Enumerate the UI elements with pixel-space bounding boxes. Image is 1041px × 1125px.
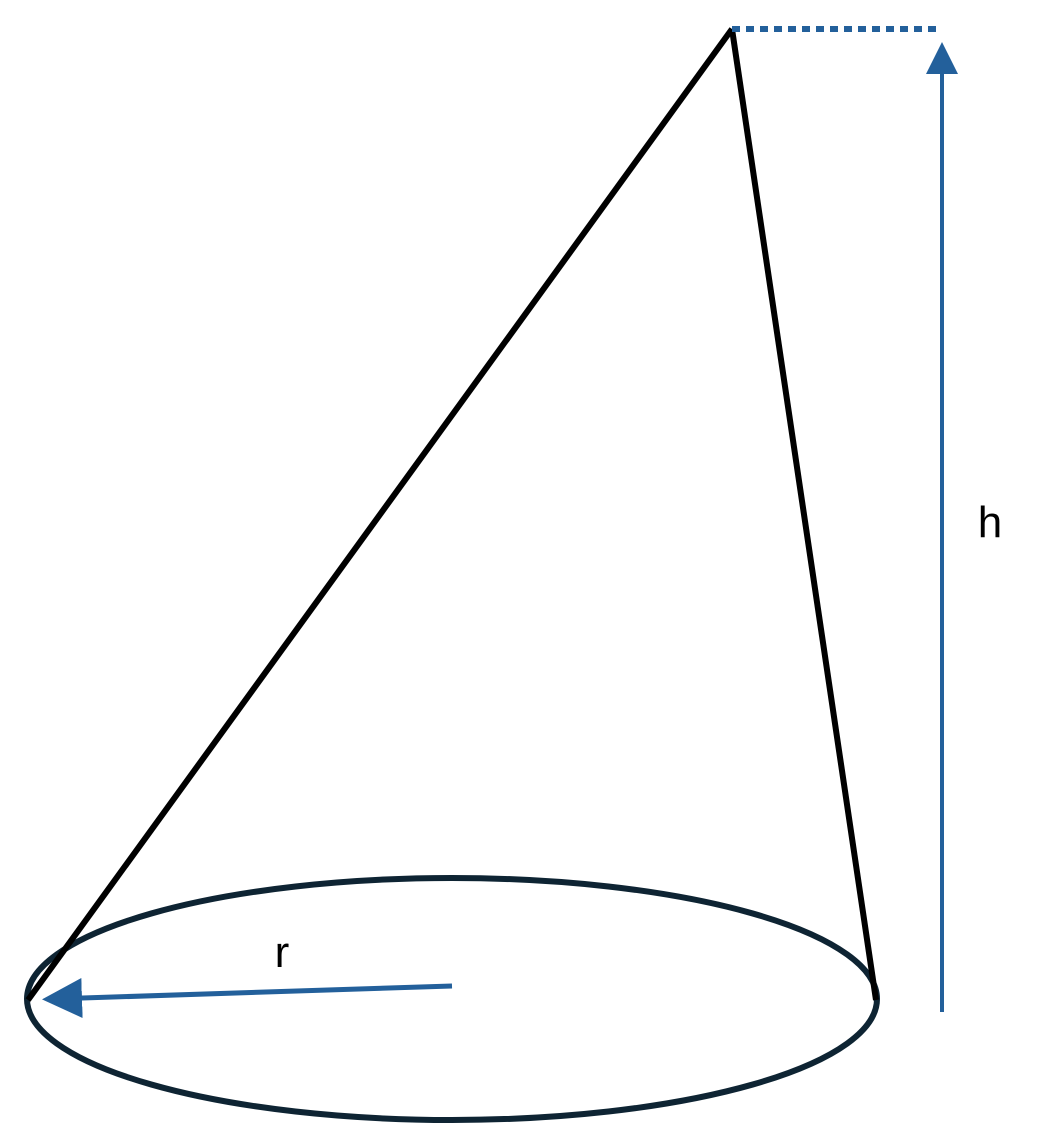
height-label: h <box>978 498 1002 547</box>
radius-label: r <box>275 928 290 977</box>
cone-left-edge <box>25 27 735 1002</box>
radius-arrow <box>42 978 453 1019</box>
cone-base <box>24 875 880 1123</box>
cone-right-edge <box>729 28 879 1001</box>
